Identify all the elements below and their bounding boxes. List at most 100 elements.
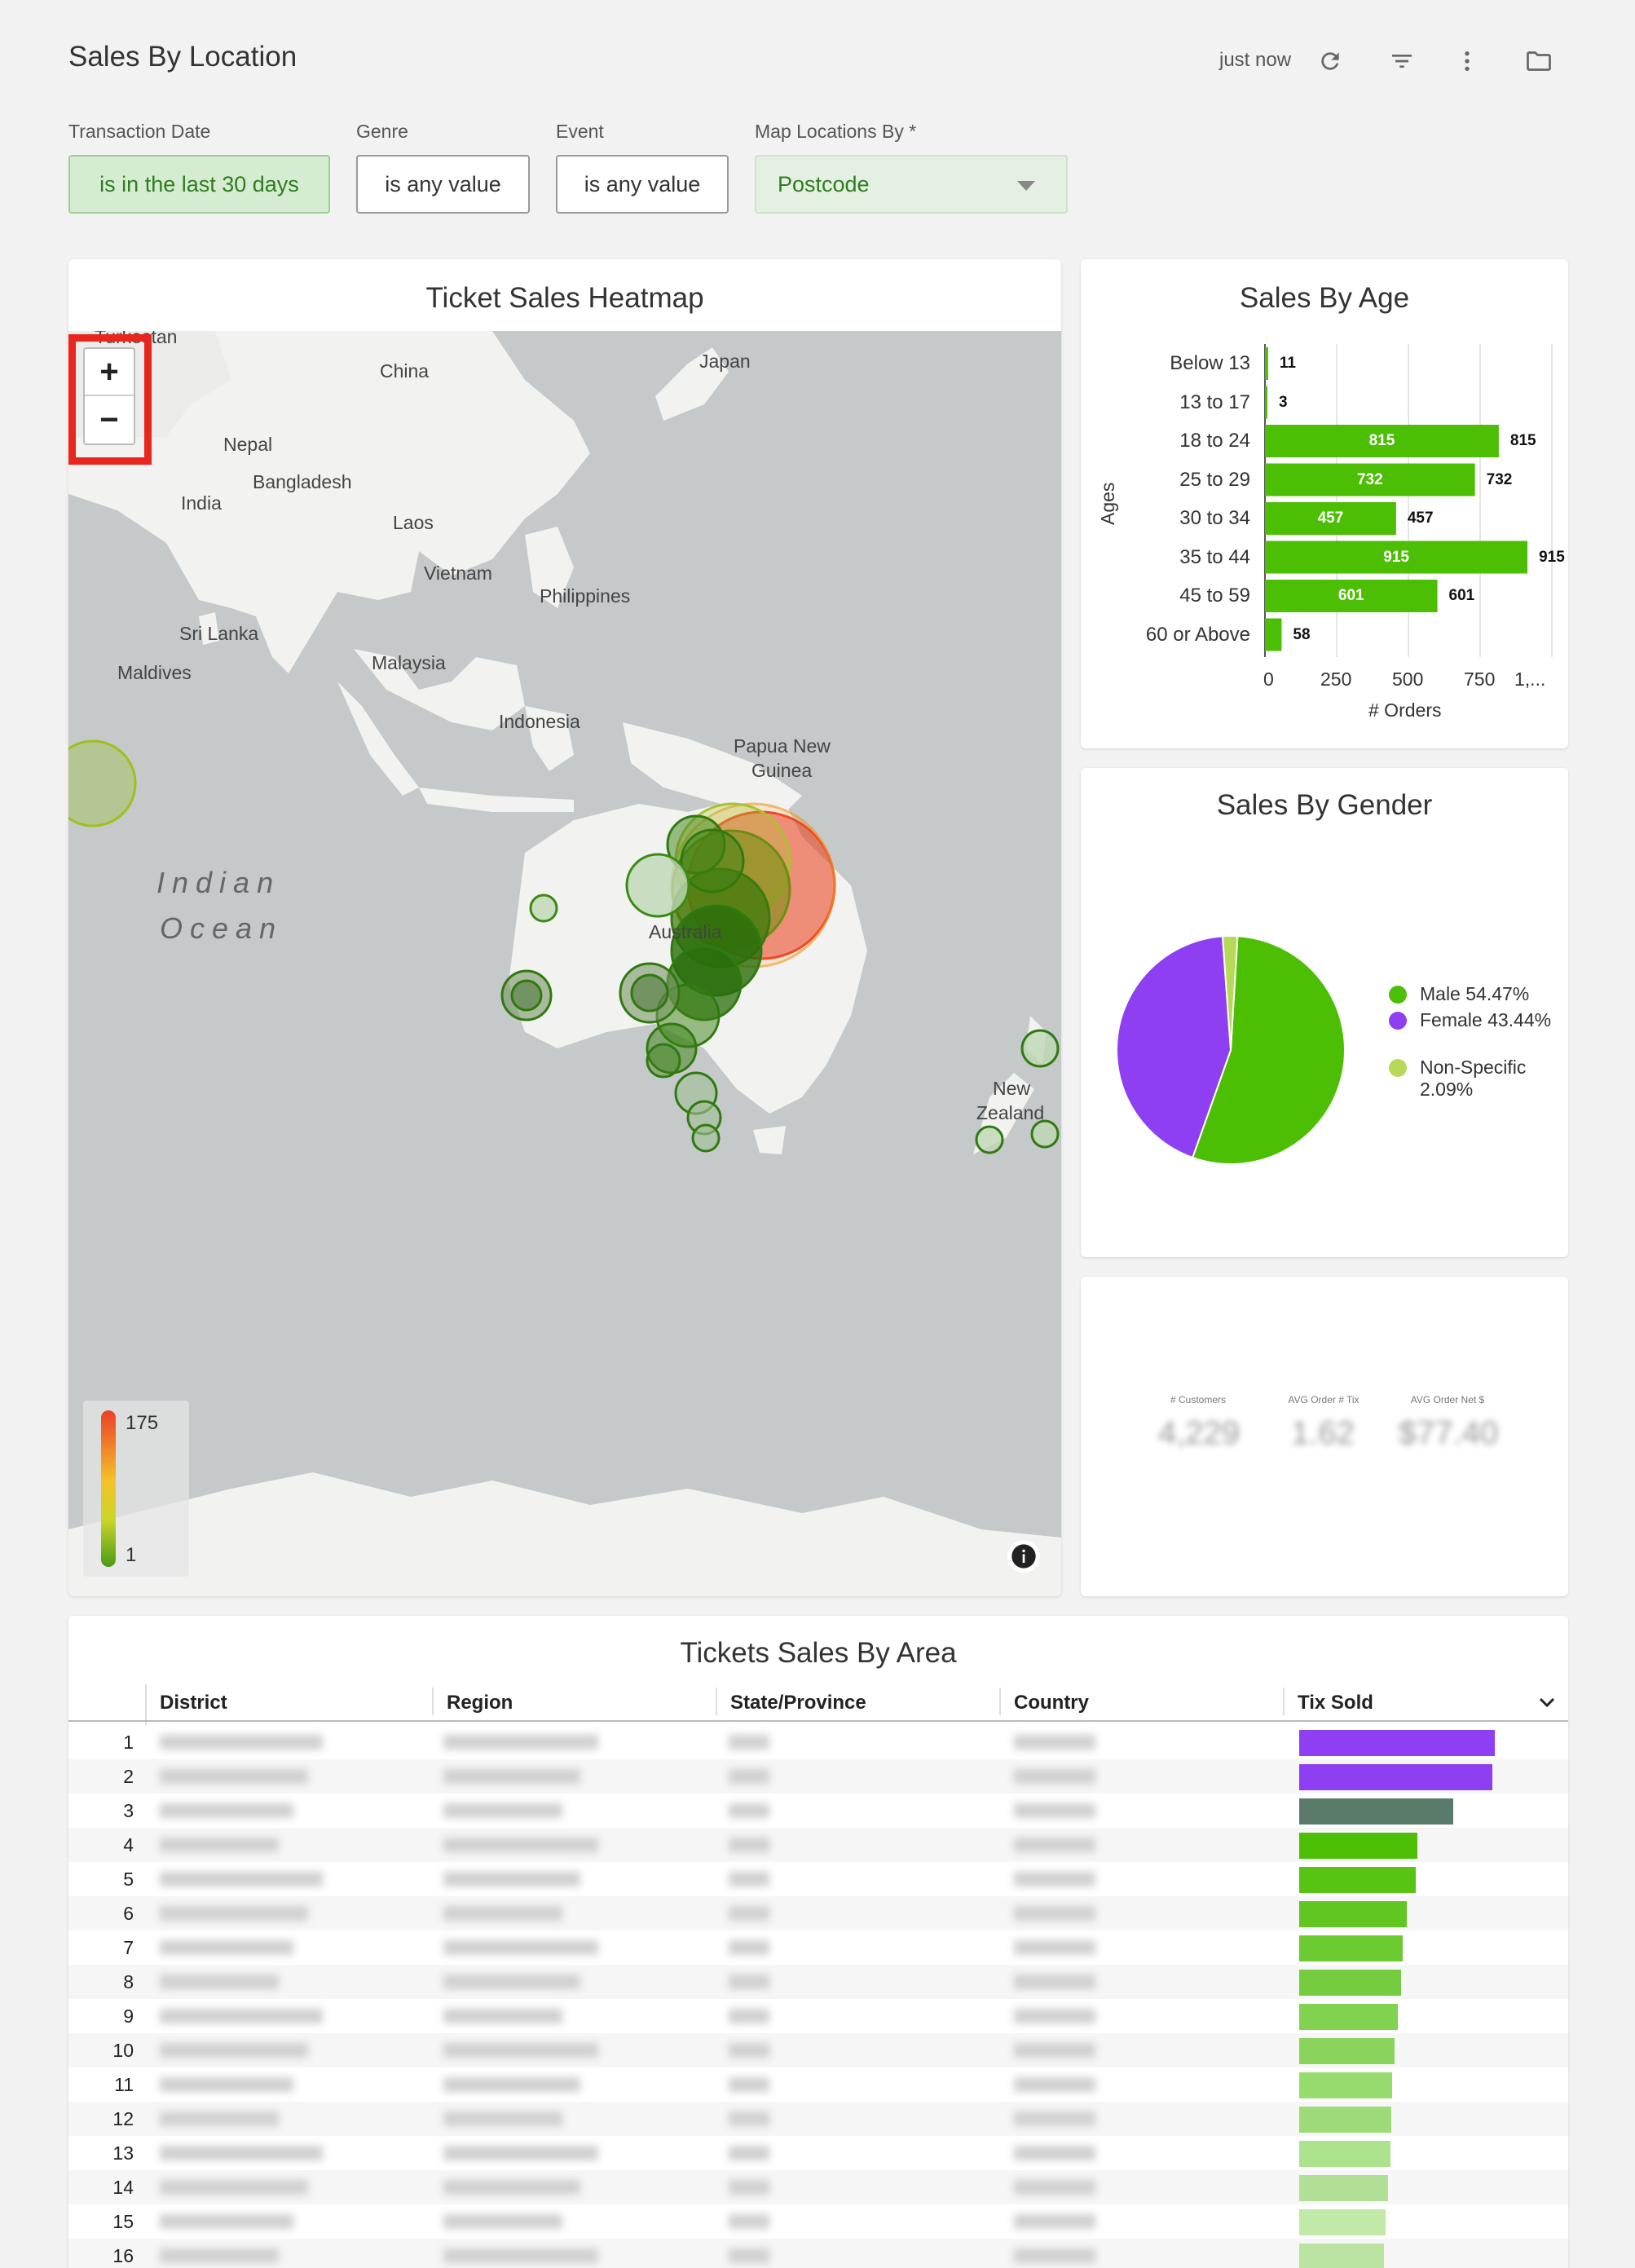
blurred-cell [443,2214,562,2229]
more-vert-icon[interactable] [1447,41,1487,82]
age-bar[interactable] [1265,386,1267,419]
table-row[interactable]: 10 [68,2033,1568,2067]
tix-sold-bar [1299,2209,1386,2235]
kpi-card: # Customers AVG Order # Tix AVG Order Ne… [1081,1277,1568,1596]
pie-slice[interactable] [1116,935,1232,1159]
table-row[interactable]: 6 [68,1896,1568,1930]
table-row[interactable]: 8 [68,1965,1568,1999]
column-header-country[interactable]: Country [1014,1692,1089,1714]
bar-inner-label: 457 [1317,510,1344,527]
age-category-label: 18 to 24 [1179,430,1250,452]
zoom-in-button[interactable]: + [85,349,134,396]
table-row[interactable]: 2 [68,1759,1568,1794]
legend-item[interactable]: Male 54.47% [1389,983,1552,1005]
blurred-cell [160,2146,323,2160]
heatmap-map[interactable]: Turkestan China Japan Nepal Bangladesh I… [68,331,1061,1596]
sort-chevron-icon[interactable] [1539,1697,1555,1709]
y-axis-label: Ages [1097,482,1118,525]
refresh-icon[interactable] [1310,41,1351,82]
pie-slice[interactable] [1191,935,1346,1165]
table-row[interactable]: 14 [68,2170,1568,2204]
legend-item[interactable]: Female 43.44% [1389,1009,1552,1031]
row-number: 15 [112,2211,134,2232]
age-category-label: 35 to 44 [1179,545,1250,568]
table-row[interactable]: 9 [68,1999,1568,2033]
pie-slice[interactable] [1221,935,1239,1051]
column-header-region[interactable]: Region [447,1692,513,1714]
blurred-cell [160,2180,308,2195]
row-number: 8 [123,1971,134,1992]
age-category-label: Below 13 [1170,352,1250,374]
age-chart-title: Sales By Age [1239,282,1410,314]
zoom-out-button[interactable]: − [99,401,119,438]
table-row[interactable]: 13 [68,2136,1568,2170]
age-bar[interactable] [1265,463,1475,496]
row-number: 10 [112,2040,134,2061]
filter-icon[interactable] [1382,41,1422,82]
tix-sold-bar [1299,2038,1395,2064]
bar-inner-label: 915 [1383,548,1409,566]
kpi-label-avg-net: AVG Order Net $ [1410,1394,1485,1405]
map-land [68,331,1061,1596]
map-label: India [181,492,222,514]
map-locations-select[interactable]: Postcode [755,155,1068,214]
table-row[interactable]: 11 [68,2067,1568,2102]
blurred-cell [729,2180,769,2195]
column-divider [1283,1688,1285,1715]
blurred-cell [160,1803,293,1818]
row-number: 2 [123,1766,134,1787]
folder-icon[interactable] [1518,41,1559,82]
table-row[interactable]: 4 [68,1828,1568,1862]
kpi-value-customers: 4,229 [1157,1415,1241,1451]
age-bar[interactable] [1265,502,1396,535]
age-chart-card: Sales By Age Below 13 11 13 to 17 3 18 to 24… [1081,259,1568,748]
blurred-cell [443,1906,562,1921]
map-label: Philippines [540,585,631,607]
table-row[interactable]: 16 [68,2239,1568,2268]
age-bar[interactable] [1265,347,1268,380]
tix-sold-bar [1299,1798,1454,1825]
table-row[interactable]: 15 [68,2204,1568,2239]
last-updated-text: just now [1219,49,1292,71]
blurred-cell [1014,2214,1095,2229]
age-bar[interactable] [1265,541,1528,574]
age-category-label: 60 or Above [1145,623,1250,646]
table-row[interactable]: 7 [68,1930,1568,1965]
bar-value-label: 457 [1407,510,1434,527]
table-row[interactable]: 1 [68,1725,1568,1759]
blurred-cell [1014,2146,1095,2160]
column-header-district[interactable]: District [160,1692,227,1714]
table-row[interactable]: 5 [68,1862,1568,1896]
blurred-cell [1014,2180,1095,2195]
heatmap-card: Ticket Sales Heatmap [68,259,1061,1596]
blurred-cell [729,2248,769,2263]
map-label: Nepal [223,434,273,455]
blurred-cell [443,1872,580,1886]
table-row[interactable]: 3 [68,1794,1568,1828]
row-number: 4 [123,1834,134,1855]
genre-filter-button[interactable]: is any value [356,155,530,214]
select-value: Postcode [778,171,870,196]
blurred-cell [443,2248,598,2263]
tix-sold-bar [1299,2175,1388,2201]
map-label: Papua New [734,735,831,757]
column-header-state[interactable]: State/Province [730,1692,866,1714]
blurred-cell [729,1906,769,1921]
tix-sold-bar [1299,2107,1391,2133]
legend-item[interactable]: Non-Specific 2.09% [1389,1057,1552,1101]
legend-swatch [1389,986,1407,1004]
age-bar[interactable] [1265,580,1438,612]
row-number: 1 [123,1732,134,1753]
event-filter-button[interactable]: is any value [556,155,729,214]
map-label: Australia [649,921,722,942]
age-bar[interactable] [1265,618,1282,651]
age-bar-chart [1264,344,1553,657]
age-bar[interactable] [1265,425,1499,457]
blurred-cell [443,1735,598,1750]
table-row[interactable]: 12 [68,2102,1568,2136]
blurred-cell [443,2111,562,2126]
info-icon[interactable] [1007,1540,1040,1573]
column-header-tix-sold[interactable]: Tix Sold [1298,1692,1373,1714]
zoom-control: + − [83,347,135,445]
transaction-date-filter-button[interactable]: is in the last 30 days [68,155,330,214]
